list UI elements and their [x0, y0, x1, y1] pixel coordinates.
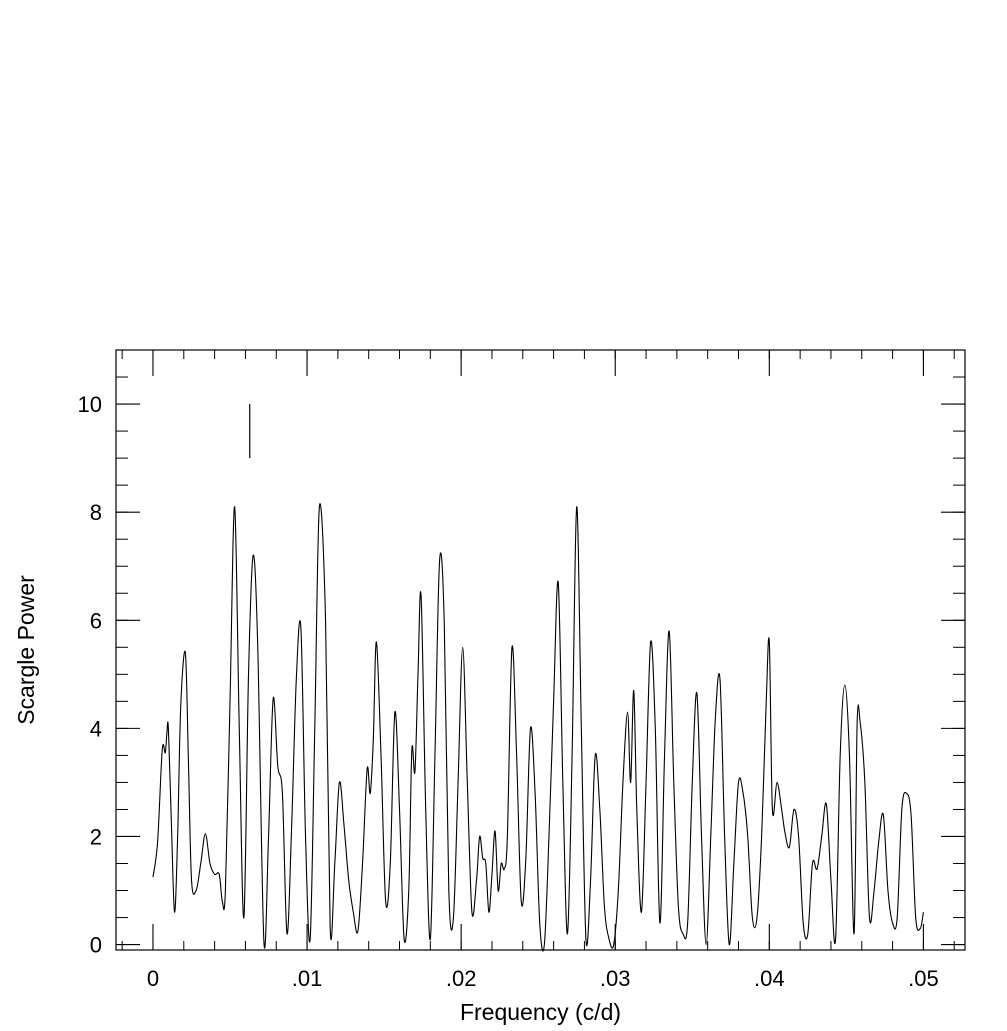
x-tick-label: .01	[292, 966, 323, 991]
x-tick-label: .03	[600, 966, 631, 991]
y-tick-label: 4	[90, 716, 102, 741]
major-ticks	[116, 350, 965, 950]
x-tick-label: 0	[147, 966, 159, 991]
x-axis-label: Frequency (c/d)	[460, 999, 621, 1025]
y-tick-label: 0	[90, 933, 102, 958]
x-tick-labels: 0 .01 .02 .03 .04 .05	[147, 966, 939, 991]
y-axis-label: Scargle Power	[13, 575, 39, 725]
x-tick-label: .04	[754, 966, 785, 991]
series-line	[152, 503, 924, 952]
y-tick-label: 10	[78, 392, 102, 417]
y-tick-label: 6	[90, 608, 102, 633]
x-tick-label: .05	[908, 966, 939, 991]
y-tick-label: 2	[90, 824, 102, 849]
plot-frame	[115, 349, 966, 951]
x-tick-label: .02	[446, 966, 477, 991]
y-tick-labels: 0 2 4 6 8 10	[78, 392, 102, 958]
y-tick-label: 8	[90, 500, 102, 525]
